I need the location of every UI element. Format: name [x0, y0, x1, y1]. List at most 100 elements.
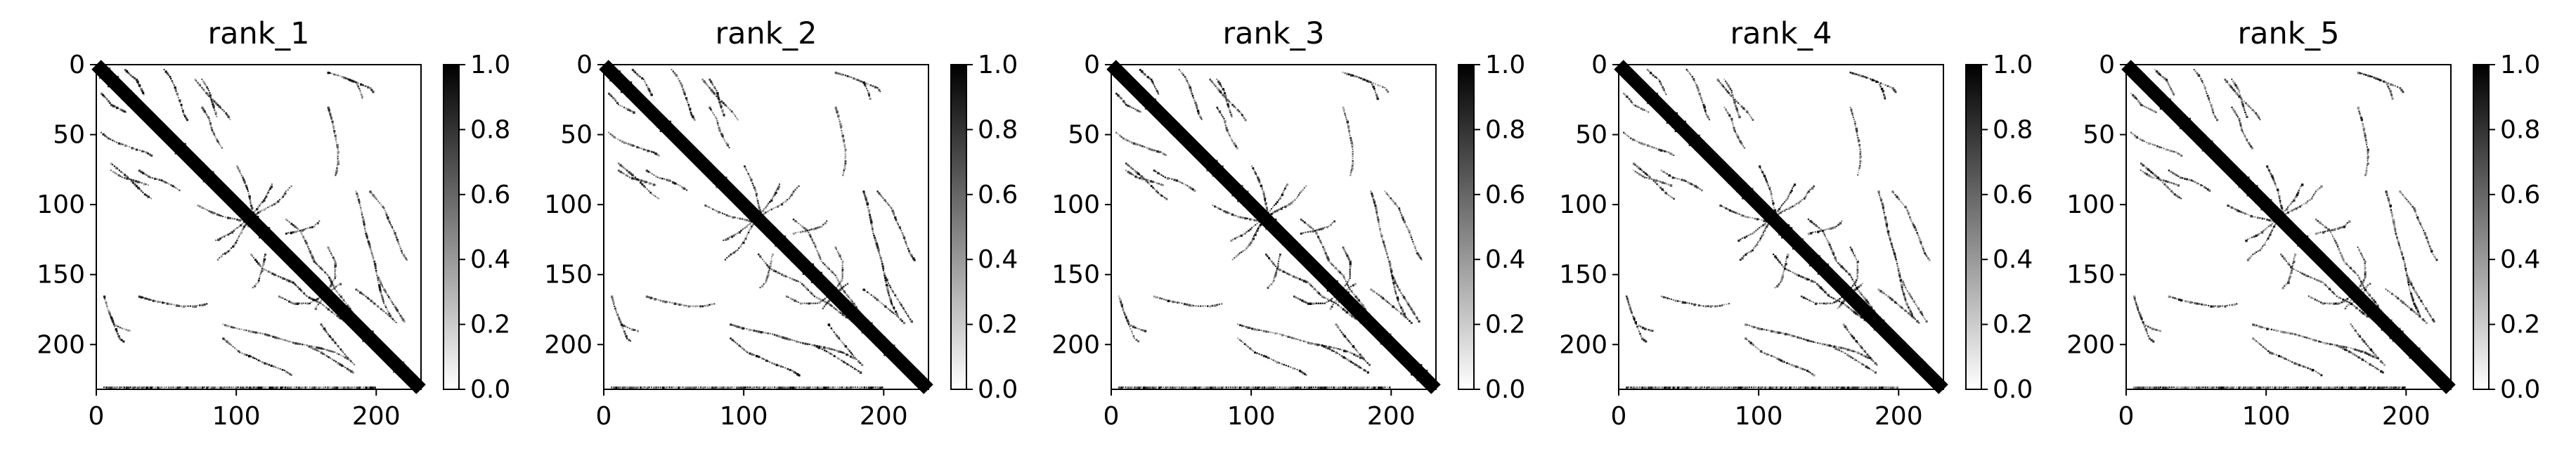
contact-cell: [628, 339, 630, 342]
colorbar-tick-label: 0.8: [470, 115, 510, 144]
contact-cell: [850, 387, 853, 389]
contact-cell: [710, 207, 712, 209]
contact-cell: [1188, 186, 1191, 189]
contact-cell: [1871, 308, 1873, 309]
contact-cell: [289, 387, 292, 389]
contact-cell: [238, 235, 240, 238]
contact-cell: [706, 84, 708, 86]
contact-cell: [1371, 194, 1374, 197]
contact-cell: [1365, 370, 1367, 372]
contact-cell: [335, 141, 337, 143]
contact-cell: [247, 330, 250, 332]
contact-cell: [1405, 224, 1407, 226]
contact-cell: [1840, 350, 1843, 353]
contact-cell: [733, 251, 736, 254]
contact-cell: [1426, 370, 1428, 372]
contact-cell: [1350, 290, 1353, 292]
contact-cell: [621, 325, 624, 328]
contact-cell: [1859, 74, 1863, 77]
contact-cell: [1372, 198, 1375, 201]
contact-cell: [685, 304, 687, 307]
contact-cell: [261, 265, 264, 267]
contact-cell: [1646, 68, 1649, 71]
contact-cell: [1800, 387, 1802, 389]
contact-cell: [1370, 190, 1372, 193]
contact-cell: [207, 88, 209, 90]
contact-cell: [1906, 304, 1909, 307]
contact-cell: [863, 387, 866, 389]
contact-cell: [1400, 312, 1403, 315]
y-tick-label: 100: [544, 190, 593, 219]
contact-cell: [313, 387, 316, 389]
contact-cell: [1416, 316, 1418, 319]
contact-cell: [181, 110, 184, 112]
contact-cell: [1744, 108, 1746, 110]
contact-cell: [1376, 292, 1378, 294]
contact-cell: [815, 247, 817, 249]
contact-cell: [110, 103, 113, 107]
contact-cell: [1364, 387, 1366, 388]
contact-cell: [1851, 112, 1853, 115]
contact-cell: [1375, 91, 1377, 93]
contact-cell: [1175, 136, 1177, 138]
contact-cell: [1410, 321, 1413, 324]
contact-cell: [1309, 230, 1312, 233]
contact-cell: [855, 369, 857, 371]
contact-cell: [718, 100, 721, 103]
contact-cell: [1819, 286, 1822, 289]
contact-cell: [1261, 387, 1264, 389]
contact-cell: [611, 134, 614, 137]
contact-cell: [1220, 92, 1222, 94]
contact-cell: [1924, 361, 1926, 363]
contact-cell: [328, 349, 330, 352]
contact-cell: [613, 303, 615, 305]
contact-cell: [1167, 387, 1169, 388]
contact-cell: [829, 294, 831, 297]
contact-cell: [199, 304, 201, 306]
contact-cell: [1274, 204, 1276, 207]
contact-cell: [886, 286, 889, 289]
contact-cell: [1730, 210, 1733, 213]
contact-cell: [626, 169, 628, 171]
contact-cell: [1870, 78, 1872, 80]
contact-cell: [1278, 258, 1280, 260]
contact-cell: [823, 387, 826, 389]
contact-cell: [862, 288, 865, 292]
contact-cell: [905, 313, 907, 315]
contact-cell: [841, 387, 843, 389]
contact-cell: [1139, 68, 1141, 71]
contact-cell: [221, 387, 224, 389]
contact-cell: [216, 140, 219, 143]
contact-cell: [1243, 117, 1245, 119]
contact-cell: [105, 98, 108, 100]
contact-cell: [1257, 387, 1260, 389]
contact-cell: [820, 298, 822, 301]
contact-cell: [896, 314, 899, 317]
contact-cell: [891, 311, 893, 313]
contact-cell: [782, 274, 786, 278]
diagonal-band: [599, 60, 933, 394]
contact-cell: [164, 70, 167, 73]
contact-cell: [1364, 308, 1366, 310]
contact-cell: [1274, 332, 1277, 335]
contact-cell: [1662, 150, 1664, 152]
contact-cell: [1817, 342, 1819, 344]
contact-cell: [1403, 220, 1406, 223]
contact-cell: [179, 99, 181, 102]
contact-cell: [1226, 103, 1229, 106]
contact-cell: [732, 112, 734, 114]
contact-cell: [275, 366, 277, 368]
contact-cell: [305, 228, 307, 230]
contact-cell: [682, 148, 684, 150]
contact-cell: [1287, 249, 1290, 252]
contact-cell: [1652, 178, 1655, 181]
contact-cell: [1354, 317, 1357, 320]
contact-cell: [1300, 370, 1303, 373]
contact-cell: [141, 116, 143, 119]
contact-cell: [203, 82, 206, 85]
contact-cell: [727, 255, 730, 257]
contact-cell: [1733, 100, 1736, 104]
contact-cell: [372, 91, 375, 93]
contact-cell: [1704, 143, 1706, 145]
contact-cell: [205, 179, 207, 181]
